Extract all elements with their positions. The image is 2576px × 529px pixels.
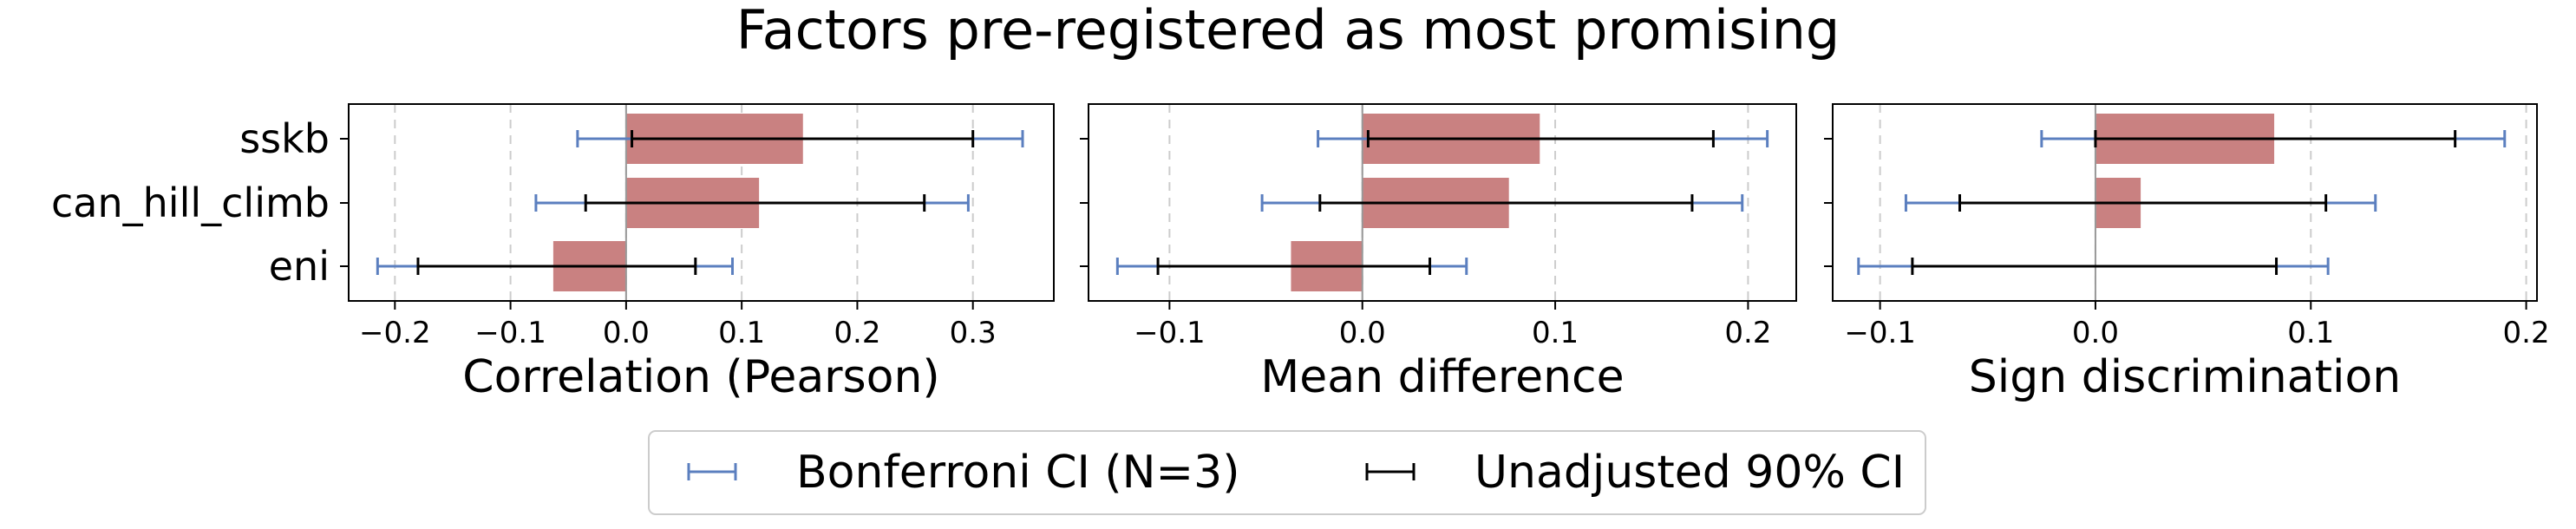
x-tick-label: 0.2 bbox=[834, 316, 880, 350]
legend: Bonferroni CI (N=3) Unadjusted 90% CI bbox=[648, 430, 1926, 515]
x-tick-label: 0.1 bbox=[718, 316, 765, 350]
legend-frame bbox=[648, 430, 1926, 515]
legend-item-bonferroni: Bonferroni CI (N=3) bbox=[687, 447, 1240, 499]
y-tick-label-sskb: sskb bbox=[239, 115, 330, 162]
x-tick-label: 0.1 bbox=[1532, 316, 1579, 350]
chart-panel-3: −0.1 0.0 0.1 0.2 Sign discrimination bbox=[1824, 103, 2550, 403]
x-tick-label: −0.1 bbox=[474, 316, 546, 350]
x-tick-label: 0.1 bbox=[2287, 316, 2334, 350]
x-axis-label: Sign discrimination bbox=[1969, 351, 2401, 403]
x-tick-label: −0.1 bbox=[1844, 316, 1916, 350]
x-tick-label: −0.2 bbox=[359, 316, 431, 350]
x-tick-label: 0.2 bbox=[1724, 316, 1771, 350]
x-axis-label: Mean difference bbox=[1260, 351, 1624, 403]
legend-label-unadjusted: Unadjusted 90% CI bbox=[1474, 447, 1905, 499]
x-axis-label: Correlation (Pearson) bbox=[462, 351, 939, 403]
y-tick-label-eni: eni bbox=[269, 243, 330, 290]
x-tick-label: −0.1 bbox=[1134, 316, 1206, 350]
legend-item-unadjusted: Unadjusted 90% CI bbox=[1365, 447, 1905, 499]
x-tick-label: 0.0 bbox=[603, 316, 650, 350]
x-tick-label: 0.0 bbox=[2072, 316, 2119, 350]
x-tick-label: 0.2 bbox=[2503, 316, 2550, 350]
chart-panel-1: −0.2 −0.1 0.0 0.1 0.2 0.3 sskb can_hill_climben… bbox=[51, 103, 1055, 403]
figure-title: Factors pre-registered as most promising bbox=[736, 0, 1840, 62]
y-tick-label-can_hill_climb: can_hill_climb bbox=[51, 180, 330, 226]
chart-panel-2: −0.1 0.0 0.1 0.2 Mean difference bbox=[1080, 103, 1797, 403]
x-tick-label: 0.0 bbox=[1339, 316, 1386, 350]
legend-label-bonferroni: Bonferroni CI (N=3) bbox=[796, 447, 1240, 499]
x-tick-label: 0.3 bbox=[950, 316, 997, 350]
panels: −0.2 −0.1 0.0 0.1 0.2 0.3 sskb can_hill_climben… bbox=[51, 103, 2550, 403]
